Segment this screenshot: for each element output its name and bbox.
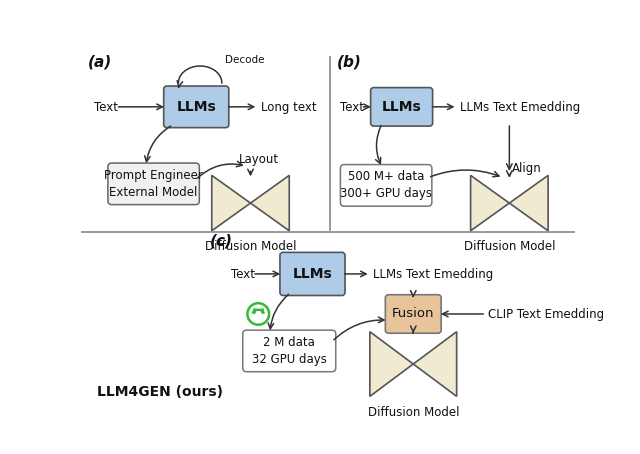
Polygon shape — [212, 175, 250, 231]
Text: 500 M+ data
300+ GPU days: 500 M+ data 300+ GPU days — [340, 170, 432, 200]
Text: Text: Text — [231, 268, 255, 281]
Polygon shape — [470, 175, 509, 231]
Text: LLMs: LLMs — [381, 100, 422, 114]
Text: (c): (c) — [210, 233, 233, 248]
Text: LLMs: LLMs — [177, 100, 216, 114]
Text: Fusion: Fusion — [392, 307, 435, 321]
Text: (b): (b) — [337, 55, 362, 70]
Text: Align: Align — [511, 162, 541, 175]
Text: (a): (a) — [88, 55, 112, 70]
Text: Layout: Layout — [239, 153, 279, 166]
Text: Text: Text — [340, 101, 364, 114]
FancyBboxPatch shape — [385, 295, 441, 333]
Text: Diffusion Model: Diffusion Model — [367, 405, 459, 419]
FancyBboxPatch shape — [340, 165, 432, 206]
Text: LLM4GEN (ours): LLM4GEN (ours) — [97, 385, 223, 399]
Polygon shape — [250, 175, 289, 231]
Polygon shape — [413, 332, 457, 396]
Text: 2 M data
32 GPU days: 2 M data 32 GPU days — [252, 336, 326, 366]
FancyBboxPatch shape — [280, 252, 345, 296]
Text: Decode: Decode — [225, 55, 264, 65]
Text: Prompt Engineer
External Model: Prompt Engineer External Model — [104, 169, 203, 199]
Text: CLIP Text Emedding: CLIP Text Emedding — [488, 308, 604, 321]
Text: LLMs Text Emedding: LLMs Text Emedding — [460, 101, 580, 114]
FancyBboxPatch shape — [371, 88, 433, 126]
Polygon shape — [509, 175, 548, 231]
Polygon shape — [370, 332, 413, 396]
FancyBboxPatch shape — [164, 86, 229, 128]
Text: Long text: Long text — [260, 101, 316, 114]
FancyBboxPatch shape — [108, 163, 199, 205]
Text: Diffusion Model: Diffusion Model — [205, 240, 296, 253]
Text: Text: Text — [94, 101, 118, 114]
FancyBboxPatch shape — [243, 330, 336, 372]
Text: Diffusion Model: Diffusion Model — [463, 240, 555, 253]
Text: LLMs: LLMs — [292, 267, 332, 281]
Text: LLMs Text Emedding: LLMs Text Emedding — [373, 268, 493, 281]
